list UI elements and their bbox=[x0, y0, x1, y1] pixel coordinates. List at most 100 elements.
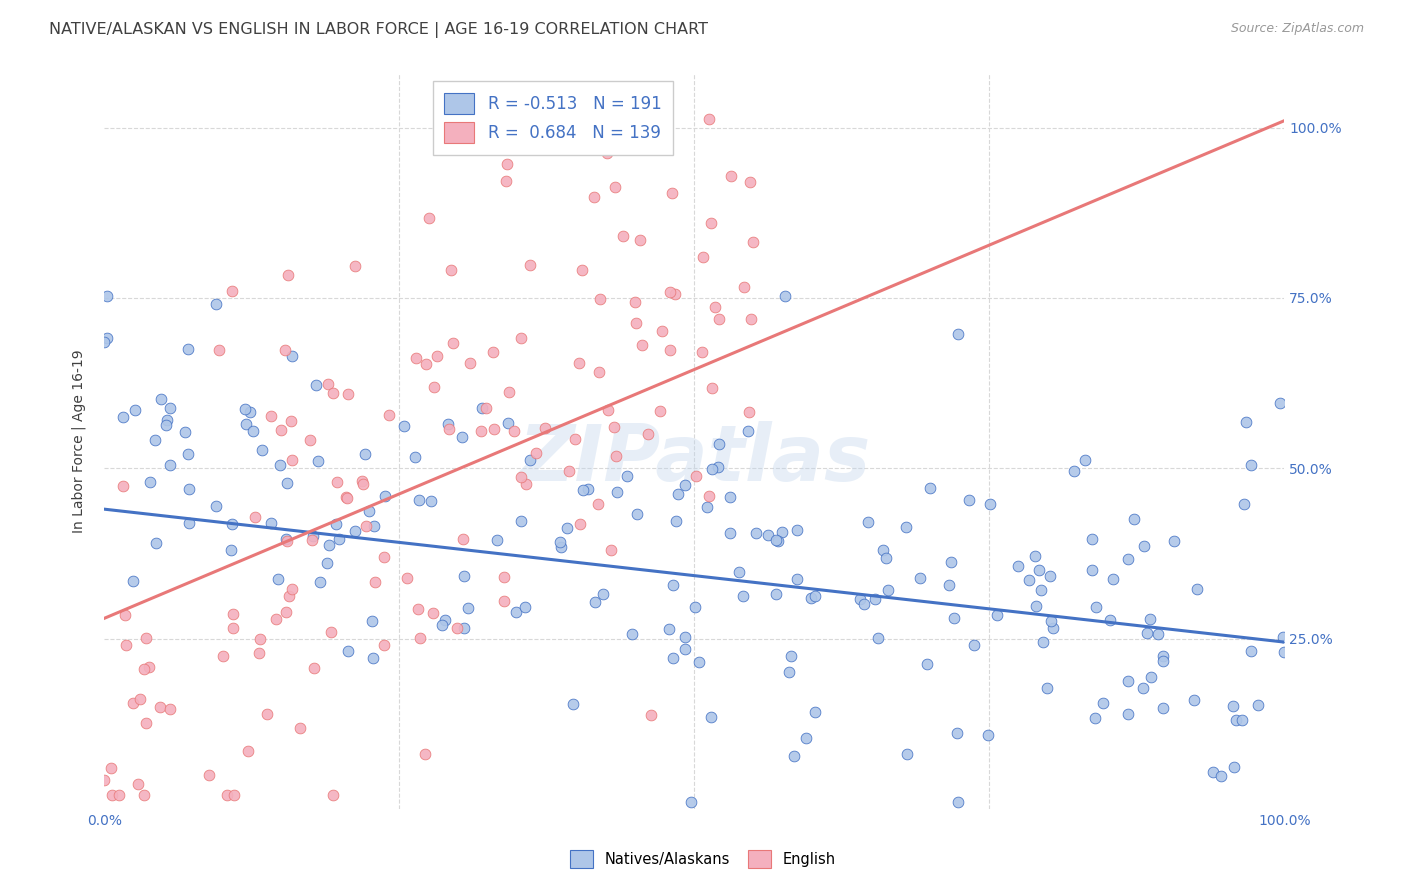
Point bbox=[422, 380, 444, 394]
Point bbox=[557, 521, 579, 535]
Point bbox=[778, 665, 800, 680]
Point bbox=[765, 587, 787, 601]
Point bbox=[256, 707, 278, 722]
Point bbox=[343, 524, 366, 538]
Point bbox=[852, 597, 875, 611]
Point bbox=[221, 517, 243, 532]
Point bbox=[354, 519, 377, 533]
Point bbox=[651, 324, 673, 338]
Point bbox=[786, 524, 808, 538]
Point bbox=[498, 385, 520, 400]
Point bbox=[986, 607, 1008, 622]
Point bbox=[361, 614, 384, 628]
Point bbox=[274, 343, 297, 357]
Point bbox=[941, 555, 963, 569]
Point bbox=[866, 631, 889, 645]
Point bbox=[1240, 643, 1263, 657]
Point bbox=[149, 392, 172, 407]
Point bbox=[453, 568, 475, 582]
Point bbox=[426, 349, 449, 363]
Point bbox=[592, 587, 614, 601]
Point bbox=[519, 452, 541, 467]
Point bbox=[470, 424, 492, 438]
Point bbox=[208, 343, 231, 358]
Point bbox=[519, 258, 541, 272]
Point bbox=[624, 316, 647, 330]
Point bbox=[696, 500, 718, 515]
Point bbox=[737, 425, 759, 439]
Point bbox=[700, 381, 723, 395]
Point bbox=[418, 211, 440, 225]
Point bbox=[492, 594, 515, 608]
Legend: R = -0.513   N = 191, R =  0.684   N = 139: R = -0.513 N = 191, R = 0.684 N = 139 bbox=[433, 81, 673, 155]
Point bbox=[453, 621, 475, 635]
Point bbox=[451, 532, 474, 546]
Point bbox=[359, 503, 381, 517]
Point bbox=[1140, 670, 1163, 684]
Point bbox=[325, 517, 347, 532]
Point bbox=[606, 484, 628, 499]
Point bbox=[571, 263, 593, 277]
Point bbox=[205, 296, 228, 310]
Point bbox=[589, 292, 612, 306]
Point bbox=[1018, 573, 1040, 587]
Point bbox=[526, 446, 548, 460]
Point bbox=[765, 533, 787, 547]
Point bbox=[700, 216, 723, 230]
Point bbox=[337, 386, 360, 401]
Point bbox=[637, 427, 659, 442]
Point bbox=[561, 697, 583, 711]
Point bbox=[1152, 654, 1174, 668]
Point bbox=[233, 402, 256, 417]
Point bbox=[498, 416, 520, 430]
Point bbox=[343, 259, 366, 273]
Point bbox=[588, 365, 610, 379]
Point bbox=[800, 591, 823, 606]
Point bbox=[1152, 648, 1174, 663]
Point bbox=[756, 527, 779, 541]
Point bbox=[1102, 572, 1125, 586]
Point bbox=[139, 475, 162, 489]
Point bbox=[1232, 496, 1254, 510]
Point bbox=[673, 641, 696, 656]
Point bbox=[616, 469, 638, 483]
Point bbox=[124, 402, 146, 417]
Point bbox=[1187, 582, 1209, 596]
Point bbox=[259, 516, 281, 530]
Point bbox=[274, 605, 297, 619]
Point bbox=[513, 600, 536, 615]
Point bbox=[457, 601, 479, 615]
Point bbox=[364, 574, 387, 589]
Point bbox=[1035, 681, 1057, 695]
Point bbox=[159, 458, 181, 473]
Point bbox=[250, 443, 273, 458]
Point bbox=[378, 408, 401, 422]
Point bbox=[177, 483, 200, 497]
Point bbox=[510, 469, 533, 483]
Point bbox=[505, 605, 527, 619]
Point bbox=[938, 578, 960, 592]
Point bbox=[222, 621, 245, 635]
Point bbox=[681, 795, 703, 809]
Point bbox=[620, 627, 643, 641]
Point bbox=[1063, 464, 1085, 478]
Point bbox=[422, 606, 444, 620]
Point bbox=[1209, 769, 1232, 783]
Point bbox=[96, 289, 118, 303]
Point bbox=[612, 229, 634, 244]
Point bbox=[316, 556, 339, 570]
Point bbox=[977, 728, 1000, 742]
Point bbox=[1225, 713, 1247, 727]
Point bbox=[138, 660, 160, 674]
Point bbox=[222, 607, 245, 621]
Point bbox=[963, 638, 986, 652]
Point bbox=[1025, 599, 1047, 613]
Point bbox=[127, 777, 149, 791]
Point bbox=[1139, 612, 1161, 626]
Point bbox=[673, 477, 696, 491]
Point bbox=[856, 516, 879, 530]
Point bbox=[299, 434, 322, 448]
Point bbox=[373, 549, 395, 564]
Point bbox=[471, 401, 494, 415]
Point bbox=[430, 618, 453, 632]
